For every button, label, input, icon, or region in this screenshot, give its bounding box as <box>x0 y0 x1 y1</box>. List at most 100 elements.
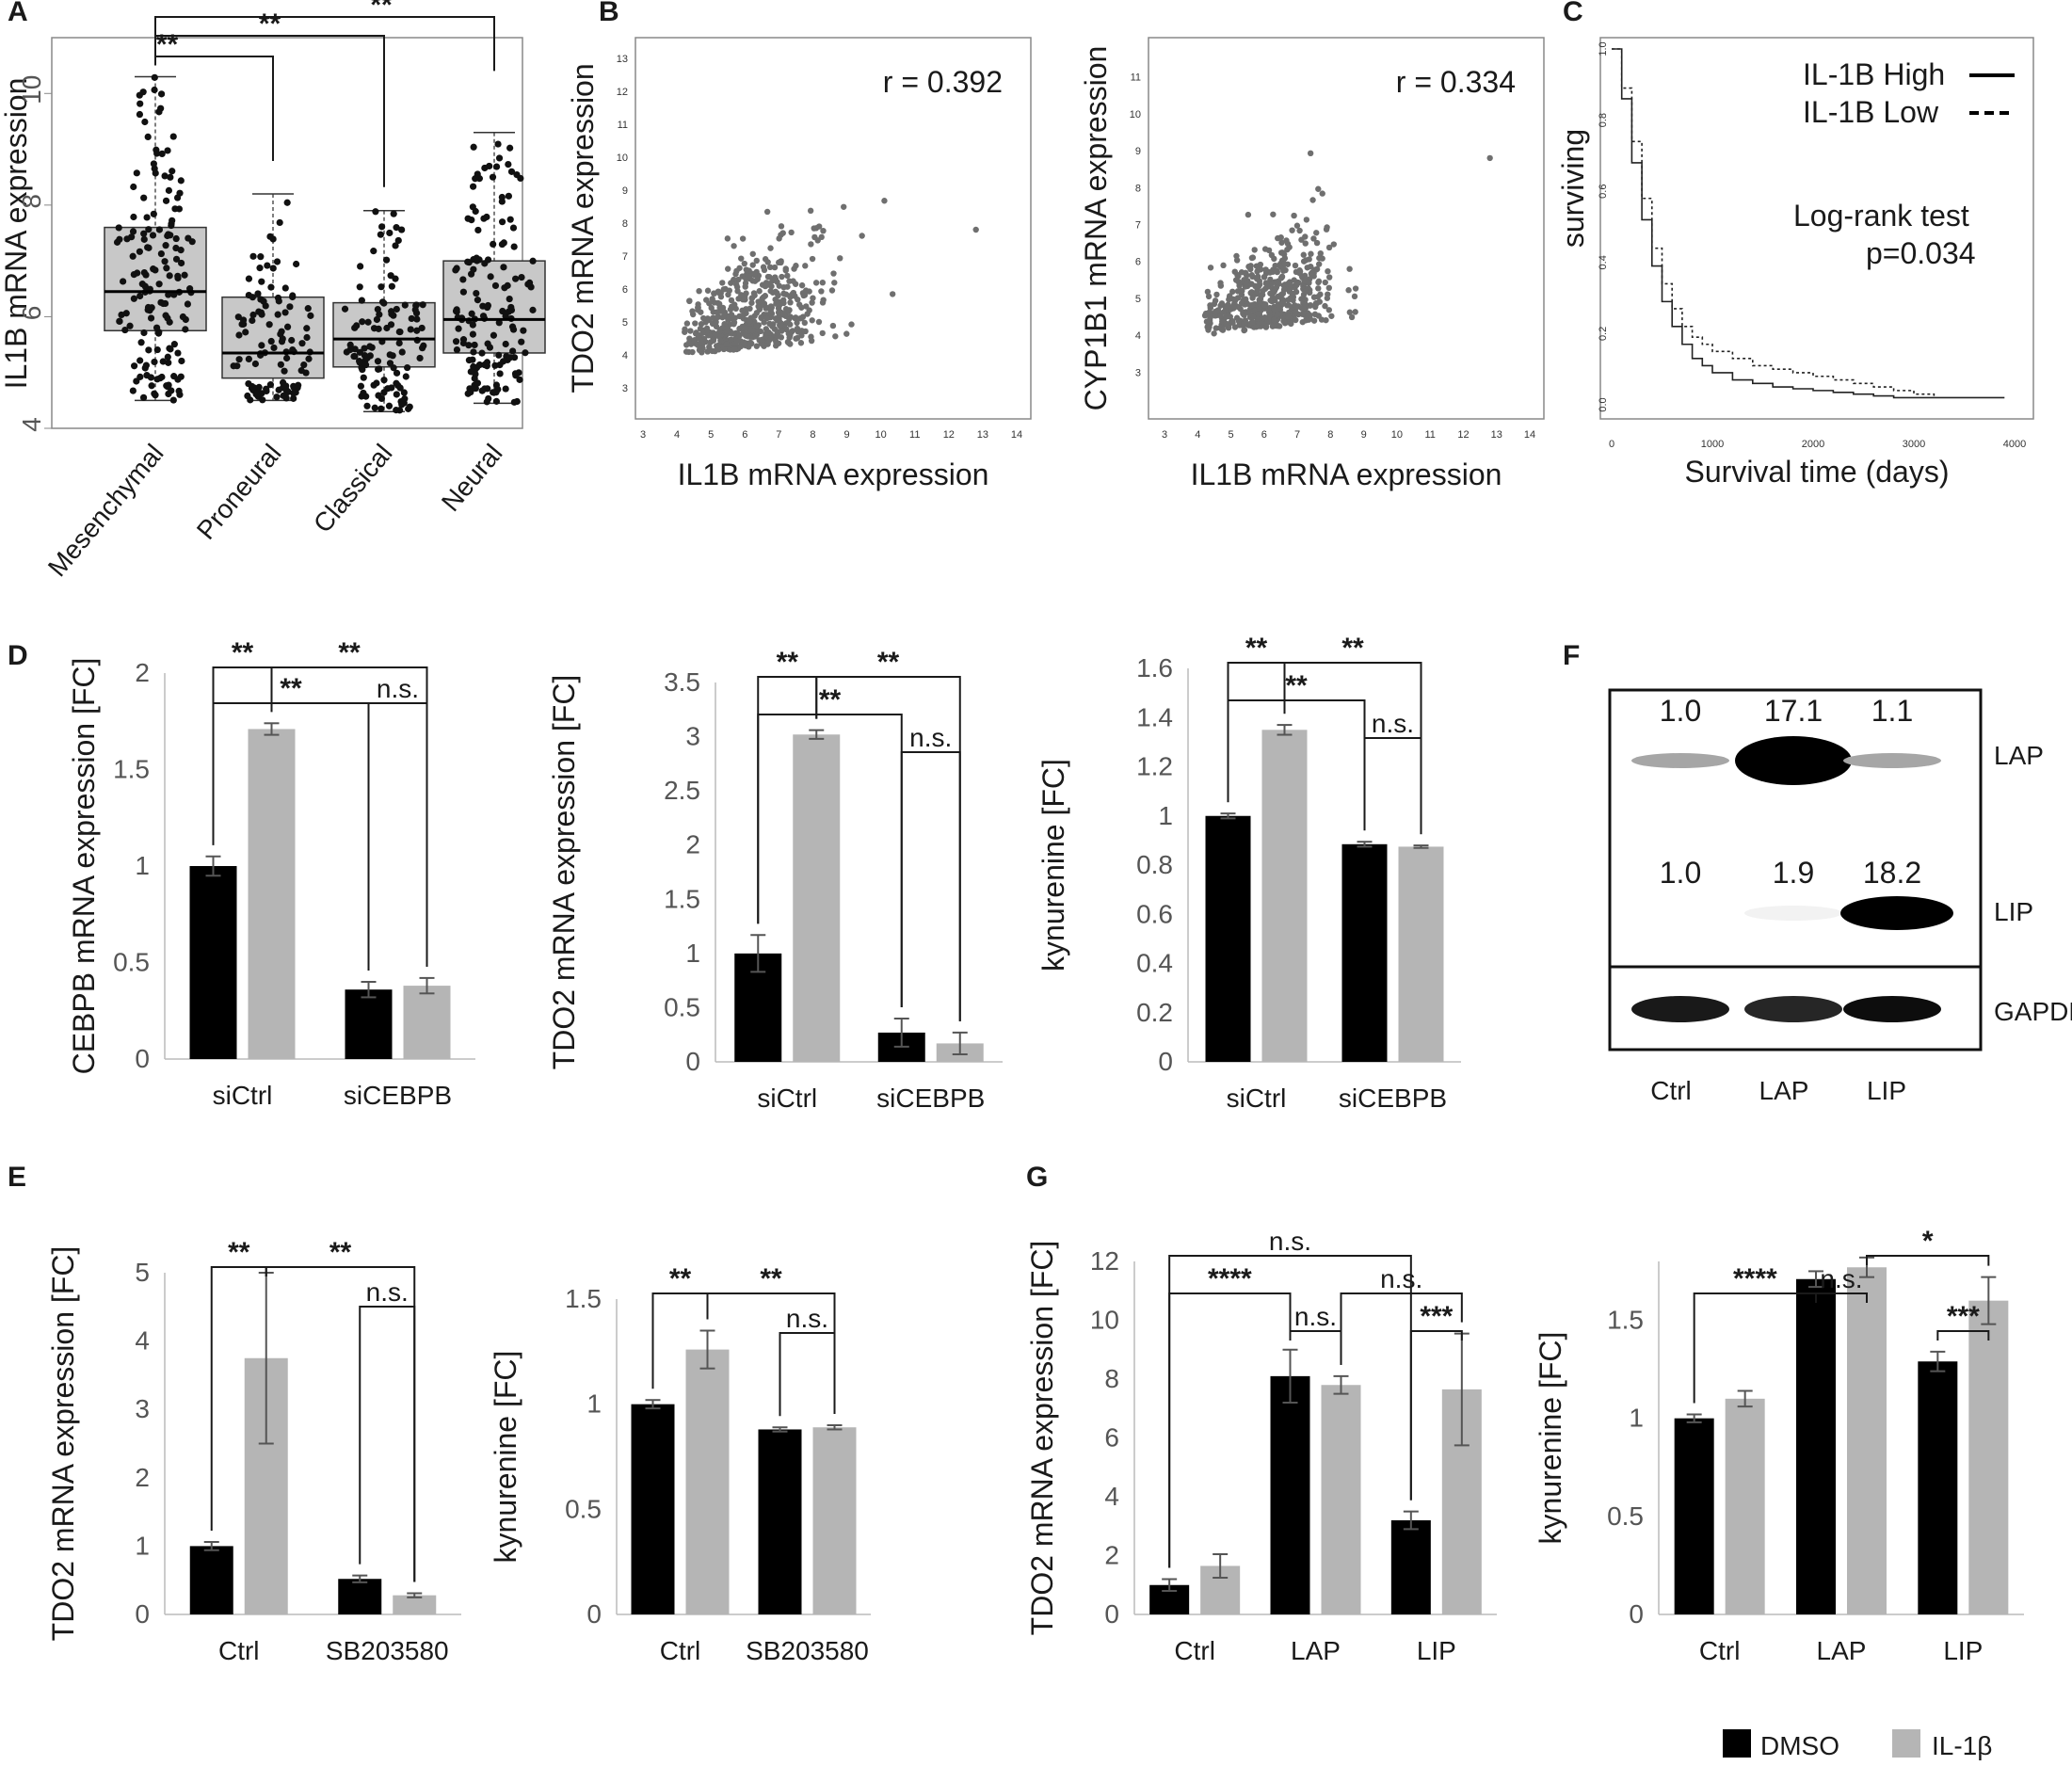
y-tick-label: 0.4 <box>1598 255 1609 269</box>
category-label: Ctrl <box>660 1636 701 1665</box>
band-gapdh <box>1744 996 1842 1022</box>
scatter-point <box>1325 284 1333 292</box>
data-point <box>474 226 482 234</box>
scatter-point <box>728 336 734 343</box>
scatter-point <box>1220 262 1227 269</box>
data-point <box>152 169 159 177</box>
scatter-point <box>782 265 789 272</box>
data-point <box>139 393 148 401</box>
scatter-point <box>766 264 774 271</box>
y-tick-label: 1.0 <box>1598 41 1609 56</box>
y-tick-label: 10 <box>617 153 628 164</box>
scatter-point <box>1293 281 1300 288</box>
bar-dmso <box>1674 1418 1714 1614</box>
scatter-point <box>683 348 690 355</box>
data-point <box>394 236 402 245</box>
scatter-point <box>1302 297 1309 303</box>
scatter-point <box>1217 313 1224 319</box>
data-point <box>487 273 494 281</box>
data-point <box>479 313 488 320</box>
data-point <box>152 392 159 399</box>
scatter-point <box>1313 230 1320 236</box>
data-point <box>455 325 462 332</box>
scatter-point <box>714 309 720 315</box>
scatter-point <box>761 266 768 274</box>
data-point <box>165 359 172 366</box>
scatter-point <box>1235 273 1242 280</box>
data-point <box>176 391 184 398</box>
scatter-point <box>1251 247 1258 253</box>
data-point <box>169 217 176 224</box>
y-tick-label: 6 <box>1104 1423 1119 1453</box>
x-tick-label: 8 <box>810 429 815 441</box>
data-point <box>288 336 296 345</box>
significance-label: ** <box>1285 670 1308 701</box>
scatter-point <box>771 264 779 271</box>
data-point <box>164 353 171 361</box>
scatter-point <box>1249 301 1256 309</box>
y-tick-label: 1.6 <box>1136 653 1173 682</box>
scatter-point <box>687 328 694 334</box>
y-axis-title: kynurenine [FC] <box>1036 759 1070 971</box>
data-point <box>407 326 414 333</box>
data-point <box>522 349 529 357</box>
scatter-point <box>715 346 722 353</box>
scatter-point <box>731 243 737 249</box>
scatter-point <box>723 341 730 347</box>
data-point <box>388 308 395 315</box>
x-tick-label: 11 <box>1424 429 1435 441</box>
scatter-point <box>751 292 758 298</box>
lane-label: LAP <box>1759 1076 1809 1105</box>
data-point <box>165 381 172 389</box>
data-point <box>416 354 424 362</box>
y-tick-label: 8 <box>622 218 628 230</box>
scatter-point <box>1265 247 1273 254</box>
bar-il1b <box>685 1349 730 1614</box>
data-point <box>374 358 382 365</box>
data-point <box>270 344 278 352</box>
data-point <box>395 339 403 347</box>
data-point <box>520 327 527 334</box>
scatter-point <box>1289 295 1295 301</box>
y-tick-label: 0.8 <box>1136 850 1173 879</box>
y-tick-label: 3 <box>622 383 628 394</box>
data-point <box>376 365 383 373</box>
y-tick-label: 0.0 <box>1598 397 1609 411</box>
y-tick-label: 2.5 <box>664 776 700 805</box>
scatter-point <box>757 328 764 335</box>
scatter-point <box>753 310 761 316</box>
significance-bracket <box>1340 1292 1463 1365</box>
scatter-point <box>753 323 760 329</box>
data-point <box>151 358 158 366</box>
scatter-point <box>733 283 741 291</box>
scatter-point <box>1207 313 1214 320</box>
data-point <box>360 374 367 381</box>
scatter-point <box>1322 279 1328 286</box>
band-lap <box>1631 753 1729 768</box>
scatter-point <box>736 332 743 339</box>
scatter-point <box>725 265 731 272</box>
data-point <box>258 311 265 318</box>
y-axis-title: TDO2 mRNA expression <box>566 63 600 393</box>
data-point <box>507 168 516 175</box>
legend-label-high: IL-1B High <box>1803 57 1945 91</box>
data-point <box>155 281 163 288</box>
data-point <box>393 391 400 398</box>
y-tick-label: 0 <box>685 1047 700 1076</box>
data-point <box>167 345 174 353</box>
scatter-point <box>774 317 781 324</box>
significance-label: ** <box>1245 633 1268 664</box>
data-point <box>137 100 144 107</box>
data-point <box>478 349 486 357</box>
significance-bracket <box>1866 1255 1990 1266</box>
y-tick-label: 1.4 <box>1136 702 1173 731</box>
data-point <box>372 208 379 216</box>
scatter-point <box>743 266 749 273</box>
scatter-point <box>1275 311 1281 317</box>
significance-label: n.s. <box>366 1277 409 1307</box>
data-point <box>513 170 521 179</box>
scatter-point <box>1345 287 1352 294</box>
scatter-point <box>832 333 839 340</box>
data-point <box>393 224 400 232</box>
data-point <box>483 213 490 221</box>
